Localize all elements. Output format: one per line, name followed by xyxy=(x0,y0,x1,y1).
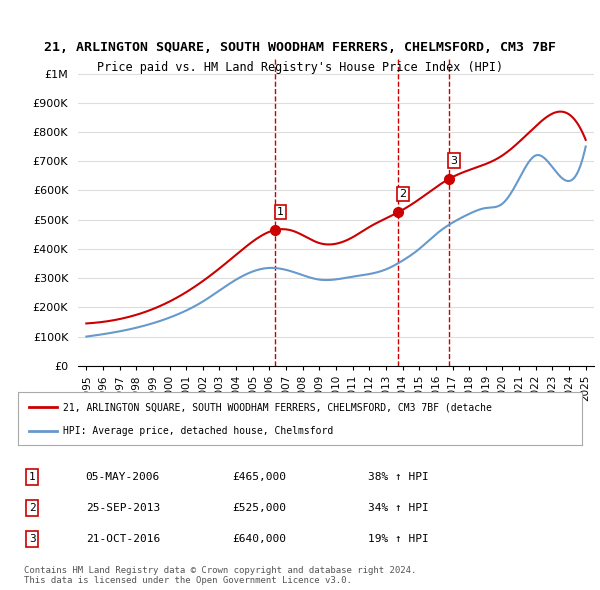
Text: 1: 1 xyxy=(29,472,35,482)
Text: £640,000: £640,000 xyxy=(232,534,286,544)
Text: 34% ↑ HPI: 34% ↑ HPI xyxy=(368,503,428,513)
Text: 3: 3 xyxy=(451,156,458,166)
Text: 21-OCT-2016: 21-OCT-2016 xyxy=(86,534,160,544)
Text: 21, ARLINGTON SQUARE, SOUTH WOODHAM FERRERS, CHELMSFORD, CM3 7BF (detache: 21, ARLINGTON SQUARE, SOUTH WOODHAM FERR… xyxy=(63,402,492,412)
Text: 2: 2 xyxy=(400,189,407,199)
Text: HPI: Average price, detached house, Chelmsford: HPI: Average price, detached house, Chel… xyxy=(63,425,334,435)
Text: 19% ↑ HPI: 19% ↑ HPI xyxy=(368,534,428,544)
Text: £525,000: £525,000 xyxy=(232,503,286,513)
Text: Contains HM Land Registry data © Crown copyright and database right 2024.
This d: Contains HM Land Registry data © Crown c… xyxy=(24,566,416,585)
Text: 05-MAY-2006: 05-MAY-2006 xyxy=(86,472,160,482)
Text: 38% ↑ HPI: 38% ↑ HPI xyxy=(368,472,428,482)
Text: 3: 3 xyxy=(29,534,35,544)
Text: Price paid vs. HM Land Registry's House Price Index (HPI): Price paid vs. HM Land Registry's House … xyxy=(97,61,503,74)
Text: £465,000: £465,000 xyxy=(232,472,286,482)
Text: 21, ARLINGTON SQUARE, SOUTH WOODHAM FERRERS, CHELMSFORD, CM3 7BF: 21, ARLINGTON SQUARE, SOUTH WOODHAM FERR… xyxy=(44,41,556,54)
Text: 25-SEP-2013: 25-SEP-2013 xyxy=(86,503,160,513)
Text: 2: 2 xyxy=(29,503,35,513)
Text: 1: 1 xyxy=(277,206,284,217)
